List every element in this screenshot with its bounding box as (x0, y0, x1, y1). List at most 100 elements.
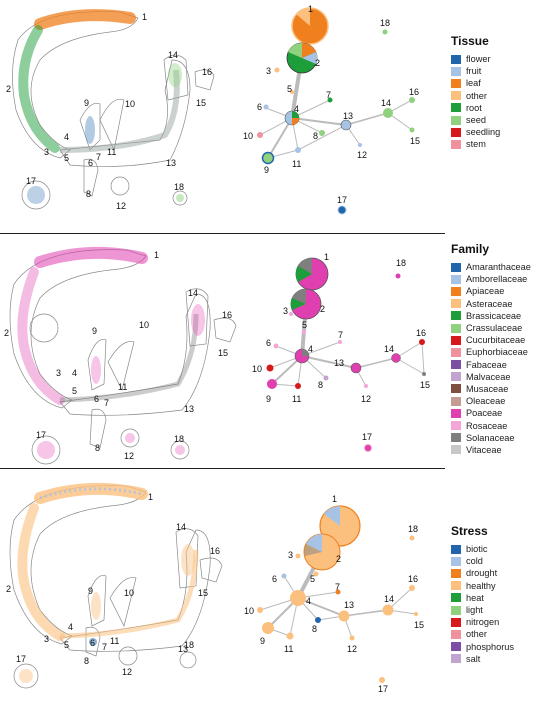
svg-text:9: 9 (266, 394, 271, 404)
svg-text:14: 14 (384, 344, 394, 354)
svg-text:11: 11 (118, 382, 127, 392)
svg-text:9: 9 (84, 98, 89, 108)
tissue-node-13 (340, 119, 352, 131)
svg-text:13: 13 (184, 404, 194, 414)
legend-swatch (451, 66, 461, 76)
svg-text:18: 18 (380, 18, 390, 28)
svg-text:15: 15 (414, 620, 424, 630)
svg-text:12: 12 (116, 201, 126, 211)
svg-text:16: 16 (409, 87, 419, 97)
svg-text:3: 3 (288, 550, 293, 560)
svg-text:13: 13 (344, 600, 354, 610)
tissue-node-14 (383, 108, 393, 118)
legend-item: Oleaceae (451, 395, 531, 407)
svg-text:4: 4 (306, 596, 311, 606)
svg-text:8: 8 (318, 380, 323, 390)
svg-text:11: 11 (292, 159, 301, 169)
legend-label: cold (466, 556, 483, 567)
legend-swatch (451, 544, 461, 554)
svg-text:5: 5 (287, 84, 292, 94)
legend-swatch (451, 311, 461, 321)
legend-label: Apiaceae (466, 286, 505, 297)
tissue-node-3 (274, 67, 280, 73)
family-node-3 (289, 312, 293, 316)
svg-text:12: 12 (357, 150, 367, 160)
legend-swatch (451, 54, 461, 64)
svg-text:12: 12 (122, 667, 132, 677)
svg-text:17: 17 (337, 195, 347, 205)
svg-text:16: 16 (408, 574, 418, 584)
svg-text:3: 3 (283, 306, 288, 316)
stress-graph-nodes (257, 505, 418, 683)
svg-text:10: 10 (243, 131, 253, 141)
legend-item: Malvaceae (451, 371, 531, 383)
legend-swatch (451, 262, 461, 272)
legend-item: biotic (451, 543, 514, 555)
legend-swatch (451, 445, 461, 455)
legend-item: Vitaceae (451, 444, 531, 456)
stress-node-17 (379, 677, 385, 683)
legend-label: Cucurbitaceae (466, 335, 526, 346)
family-graph-nodes (266, 257, 426, 452)
svg-text:8: 8 (86, 189, 91, 199)
svg-text:1: 1 (142, 12, 147, 22)
family-node-13 (350, 362, 362, 374)
legend-label: phosphorus (466, 641, 515, 652)
tissue-node-10 (257, 132, 263, 138)
legend-swatch (451, 347, 461, 357)
legend-label: Rosaceae (466, 420, 508, 431)
panel-tissue: 1 2 3 4 5 6 7 8 9 10 11 12 13 14 15 16 1… (0, 0, 555, 232)
stress-node-6 (281, 573, 287, 579)
svg-text:18: 18 (174, 434, 184, 444)
legend-swatch (451, 581, 461, 591)
legend-swatch (451, 286, 461, 296)
family-legend: Family Amaranthaceae Amborellaceae Apiacea… (451, 242, 531, 456)
legend-label: heat (466, 592, 484, 603)
tissue-node-7 (327, 97, 333, 103)
legend-item: root (451, 102, 500, 114)
legend-item: drought (451, 567, 514, 579)
family-node-7 (338, 340, 342, 344)
legend-label: Brassicaceae (466, 310, 522, 321)
family-node-5 (302, 330, 306, 334)
legend-item: Solanaceae (451, 432, 531, 444)
svg-text:9: 9 (260, 636, 265, 646)
divider (0, 468, 445, 469)
svg-text:5: 5 (64, 640, 69, 650)
legend-swatch (451, 299, 461, 309)
tissue-node-8 (319, 130, 325, 136)
svg-text:4: 4 (64, 132, 69, 142)
panel-family: 1 2 3 4 5 6 7 8 9 10 11 12 13 14 15 16 1… (0, 234, 555, 467)
svg-text:8: 8 (84, 656, 89, 666)
svg-text:10: 10 (124, 588, 134, 598)
svg-text:15: 15 (198, 588, 208, 598)
legend-label: light (466, 605, 483, 616)
legend-item: leaf (451, 77, 500, 89)
svg-text:7: 7 (338, 330, 343, 340)
stress-node-14 (382, 604, 394, 616)
legend-label: Fabaceae (466, 359, 507, 370)
family-node-8 (323, 375, 329, 381)
svg-text:17: 17 (16, 654, 26, 664)
legend-label: other (466, 90, 487, 101)
family-node-16 (419, 339, 425, 345)
stress-node-10 (257, 607, 263, 613)
svg-text:14: 14 (384, 594, 394, 604)
legend-swatch (451, 103, 461, 113)
legend-swatch (451, 605, 461, 615)
stress-node-3 (295, 553, 301, 559)
family-graph-edges (269, 273, 425, 387)
svg-text:12: 12 (361, 394, 371, 404)
svg-text:18: 18 (408, 524, 418, 534)
svg-text:18: 18 (174, 182, 184, 192)
legend-label: biotic (466, 544, 488, 555)
svg-text:2: 2 (6, 584, 11, 594)
svg-text:17: 17 (378, 684, 388, 694)
legend-label: Amaranthaceae (466, 262, 531, 273)
svg-text:1: 1 (332, 494, 337, 504)
legend-swatch (451, 335, 461, 345)
legend-label: flower (466, 54, 491, 65)
legend-item: Apiaceae (451, 285, 531, 297)
legend-swatch (451, 91, 461, 101)
family-node-15 (422, 372, 426, 376)
